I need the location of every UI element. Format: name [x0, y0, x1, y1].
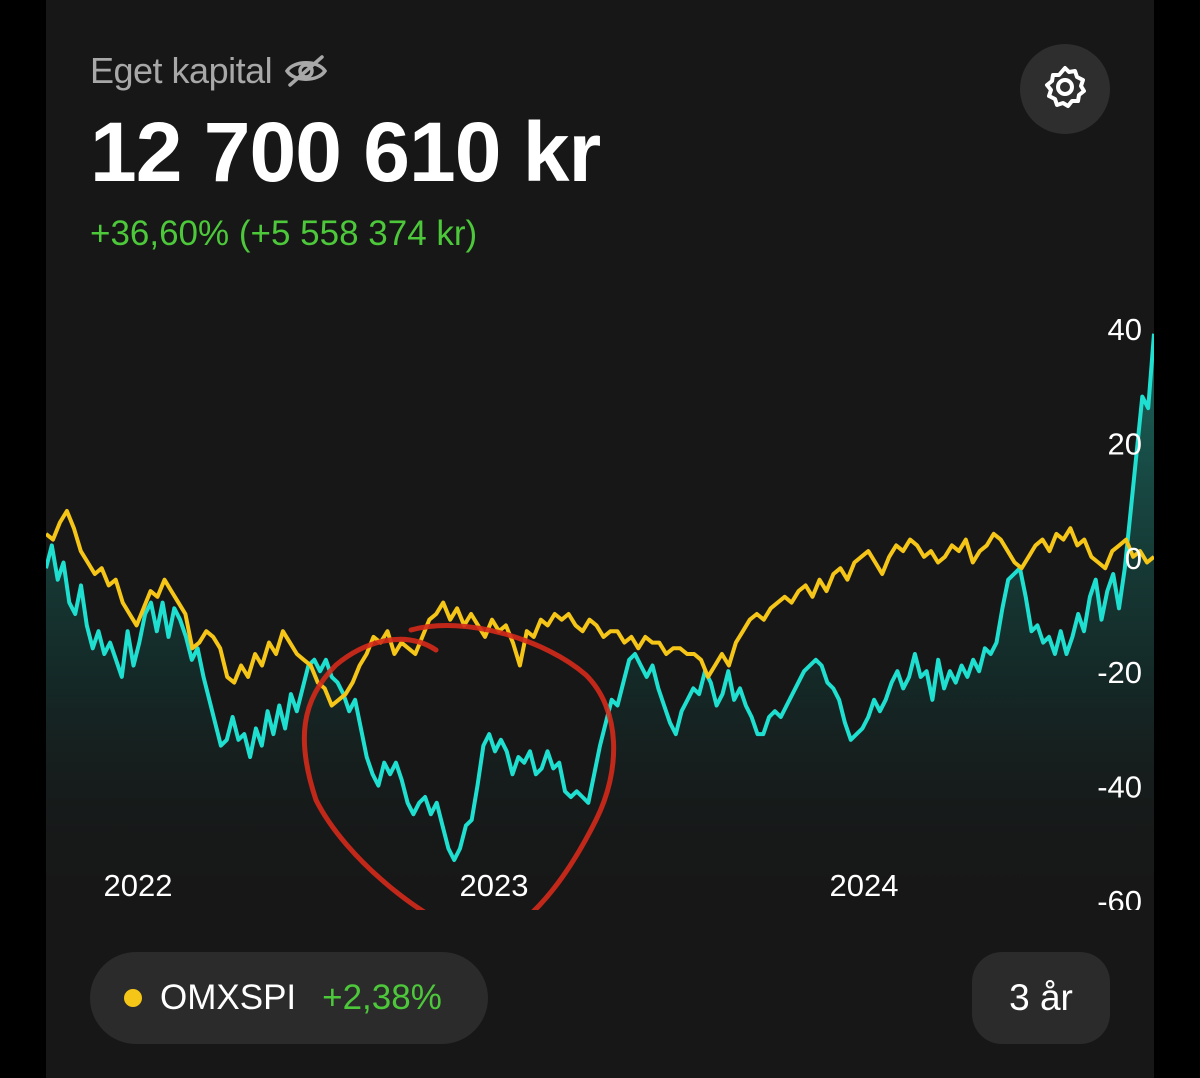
- annotation-circle: [301, 623, 617, 910]
- benchmark-line: [46, 509, 1154, 708]
- benchmark-name: OMXSPI: [160, 978, 297, 1017]
- benchmark-change: +2,38%: [322, 978, 442, 1017]
- y-tick-label: -20: [1097, 655, 1142, 690]
- equity-label: Eget kapital: [90, 50, 273, 91]
- settings-button[interactable]: [1020, 44, 1110, 134]
- y-tick-label: 0: [1125, 541, 1142, 576]
- portfolio-area: [46, 333, 1154, 910]
- gear-icon: [1041, 63, 1089, 116]
- equity-label-row: Eget kapital: [90, 50, 328, 92]
- x-axis-label: 2023: [460, 868, 529, 903]
- y-tick-label: 20: [1108, 426, 1142, 461]
- y-tick-label: -40: [1097, 770, 1142, 805]
- benchmark-selector[interactable]: OMXSPI +2,38%: [90, 952, 488, 1044]
- eye-off-icon[interactable]: [284, 54, 328, 88]
- y-tick-label: -60: [1097, 884, 1142, 910]
- equity-value: 12 700 610 kr: [90, 105, 601, 199]
- x-axis-label: 2024: [830, 868, 899, 903]
- performance-chart: 40 20 0 -20 -40 -60 2022 2023 2024: [46, 312, 1154, 910]
- period-button[interactable]: 3 år: [972, 952, 1110, 1044]
- benchmark-dot: [124, 989, 142, 1007]
- portfolio-line: [46, 333, 1154, 862]
- equity-change: +36,60% (+5 558 374 kr): [90, 214, 478, 253]
- portfolio-card: Eget kapital 12 700 610 kr +36,60% (+5 5…: [46, 0, 1154, 1078]
- x-axis-label: 2022: [104, 868, 173, 903]
- y-tick-label: 40: [1108, 312, 1142, 347]
